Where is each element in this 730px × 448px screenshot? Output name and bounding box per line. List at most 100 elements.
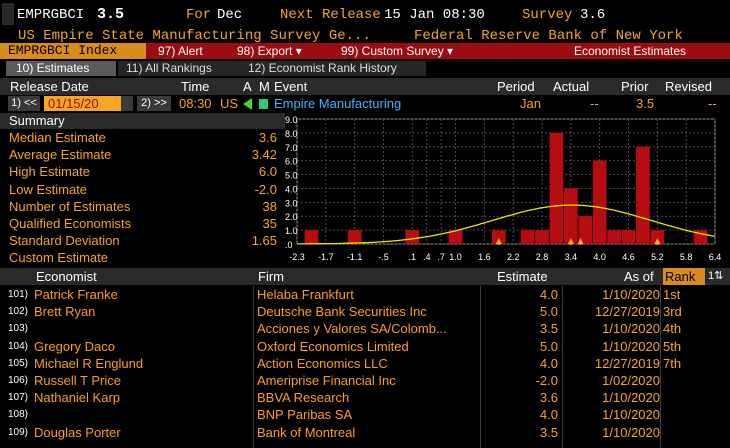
economist-table-header: Economist Firm Estimate As of Rank 1⇅: [0, 268, 730, 285]
source-name: Federal Reserve Bank of New York: [414, 28, 683, 44]
estimate-value: -2.0: [535, 373, 558, 388]
summary-row: Qualified Economists 35: [9, 215, 277, 232]
firm-name[interactable]: Helaba Frankfurt: [257, 287, 354, 302]
x-tick-label: 4.0: [593, 252, 606, 262]
table-row[interactable]: 102) Brett Ryan Deutsche Bank Securities I…: [0, 303, 730, 320]
as-of-date: 12/27/2019: [594, 304, 660, 320]
ticker-icon: [2, 3, 14, 25]
x-tick-label: -.5: [378, 252, 389, 262]
estimate-marker: [495, 238, 502, 245]
histogram-bar: [578, 216, 593, 244]
rank-value: 4th: [663, 321, 682, 337]
event-prior: 3.5: [636, 96, 655, 111]
firm-name[interactable]: Bank of Montreal: [257, 424, 356, 440]
index-label[interactable]: EMPRGBCI Index: [0, 43, 146, 59]
economist-name[interactable]: Brett Ryan: [34, 304, 96, 320]
estimates-histogram: 9.0 8.0 7.0 6.0 5.0 4.0 3.0 2.0 1.0 .0 -2.3 -1.7 -1.…: [285, 113, 730, 267]
event-actual: --: [590, 96, 599, 111]
col-a: A: [243, 79, 252, 94]
x-tick-label: .1: [409, 252, 417, 262]
row-number: 101): [8, 289, 29, 300]
estimate-marker: [577, 238, 584, 245]
firm-name[interactable]: Ameriprise Financial Inc: [257, 373, 396, 388]
row-number: 105): [8, 357, 29, 369]
table-row[interactable]: 104) Gregory Daco Oxford Economics Limited…: [0, 338, 730, 355]
economist-name[interactable]: Patrick Franke: [34, 287, 118, 302]
estimate-value: 3.5: [539, 424, 558, 440]
summary-label: Low Estimate: [9, 181, 88, 197]
for-value: Dec: [217, 7, 243, 23]
histogram-bar: [304, 230, 319, 244]
tab-economist-rank-history[interactable]: 12) Economist Rank History: [240, 61, 426, 76]
summary-row[interactable]: Custom Estimate: [9, 249, 277, 266]
table-row[interactable]: 107) Nathaniel Karp BBVA Research 3.6 1/10/2…: [0, 389, 730, 406]
col-as-of[interactable]: As of: [624, 269, 654, 284]
col-firm[interactable]: Firm: [258, 269, 284, 284]
histogram-bar: [650, 230, 665, 244]
release-date-input[interactable]: 01/15/20: [44, 96, 122, 111]
economist-name[interactable]: Nathaniel Karp: [34, 390, 120, 406]
histogram-bar: [607, 230, 621, 244]
table-row[interactable]: 105) Michael R Englund Action Economics LL…: [0, 355, 730, 372]
custom-survey-button[interactable]: 99) Custom Survey ▾: [341, 44, 454, 58]
as-of-date: 1/10/2020: [602, 287, 660, 302]
col-economist[interactable]: Economist: [36, 269, 97, 284]
col-event: Event: [274, 79, 308, 94]
table-row[interactable]: 101) Patrick Franke Helaba Frankfurt 4.0 1/1…: [0, 286, 730, 303]
event-name[interactable]: Empire Manufacturing: [274, 96, 402, 111]
event-row[interactable]: 1) << 01/15/20 2) >> 08:30 US Empire Man…: [0, 95, 730, 113]
rank-value: 5th: [663, 338, 682, 354]
prev-date-button[interactable]: 1) <<: [8, 96, 40, 111]
firm-name[interactable]: Action Economics LLC: [257, 355, 388, 371]
x-tick-label: 4.6: [622, 252, 635, 262]
export-button[interactable]: 98) Export ▾: [237, 44, 302, 58]
col-rank[interactable]: Rank: [663, 268, 705, 285]
tab-all-rankings[interactable]: 11) All Rankings: [118, 61, 240, 76]
plot-area: [296, 118, 716, 245]
row-number: 104): [8, 340, 29, 352]
economist-name[interactable]: Michael R Englund: [34, 355, 144, 371]
firm-name[interactable]: Acciones y Valores SA/Colomb...: [257, 321, 447, 337]
next-date-button[interactable]: 2) >>: [137, 96, 171, 111]
firm-name[interactable]: BNP Paribas SA: [257, 407, 353, 423]
calendar-icon[interactable]: [121, 96, 133, 111]
col-estimate[interactable]: Estimate: [497, 269, 548, 284]
histogram-bar: [520, 230, 535, 244]
firm-name[interactable]: Oxford Economics Limited: [257, 338, 409, 354]
economist-estimates-title: Economist Estimates: [574, 44, 687, 58]
summary-row: Low Estimate -2.0: [9, 181, 277, 198]
economist-name[interactable]: Douglas Porter: [34, 424, 121, 440]
toolbar: EMPRGBCI Index 97) Alert 98) Export ▾ 99…: [0, 43, 730, 60]
next-release-label: Next Release: [280, 7, 381, 23]
x-tick-label: 2.2: [507, 252, 520, 262]
alert-button[interactable]: 97) Alert: [158, 44, 203, 58]
summary-value: 1.65: [251, 233, 277, 249]
summary-label: Median Estimate: [9, 130, 106, 145]
economist-name[interactable]: Russell T Price: [34, 373, 121, 388]
x-tick-label: 1.6: [478, 252, 491, 262]
summary-label: High Estimate: [9, 164, 90, 180]
table-row[interactable]: 103) Acciones y Valores SA/Colomb... 3.5 1/…: [0, 320, 730, 337]
summary-label: Number of Estimates: [9, 198, 131, 214]
rank-value: 7th: [663, 355, 682, 371]
firm-name[interactable]: BBVA Research: [257, 390, 350, 406]
alert-speaker-icon[interactable]: [243, 98, 252, 110]
summary-label: Qualified Economists: [9, 215, 132, 231]
tab-estimates[interactable]: 10) Estimates: [6, 61, 116, 76]
histogram-bar: [592, 160, 607, 244]
y-tick-label: 7.0: [285, 143, 298, 153]
summary-row: Number of Estimates 38: [9, 198, 277, 215]
market-icon: [259, 99, 268, 109]
firm-name[interactable]: Deutsche Bank Securities Inc: [257, 304, 427, 320]
table-row[interactable]: 108) BNP Paribas SA 4.0 1/10/2020: [0, 406, 730, 423]
table-row[interactable]: 106) Russell T Price Ameriprise Financial …: [0, 372, 730, 389]
sort-icon[interactable]: 1⇅: [708, 270, 724, 282]
row-number: 107): [8, 392, 29, 404]
economist-name[interactable]: Gregory Daco: [34, 338, 115, 354]
table-row[interactable]: 109) Douglas Porter Bank of Montreal 3.5 1/1…: [0, 424, 730, 441]
histogram-bar: [448, 230, 463, 244]
as-of-date: 1/10/2020: [602, 424, 660, 440]
tab-bar: 10) Estimates 11) All Rankings 12) Econo…: [0, 60, 730, 77]
x-tick-label: .4: [423, 252, 431, 262]
x-tick-label: 5.8: [680, 252, 693, 262]
